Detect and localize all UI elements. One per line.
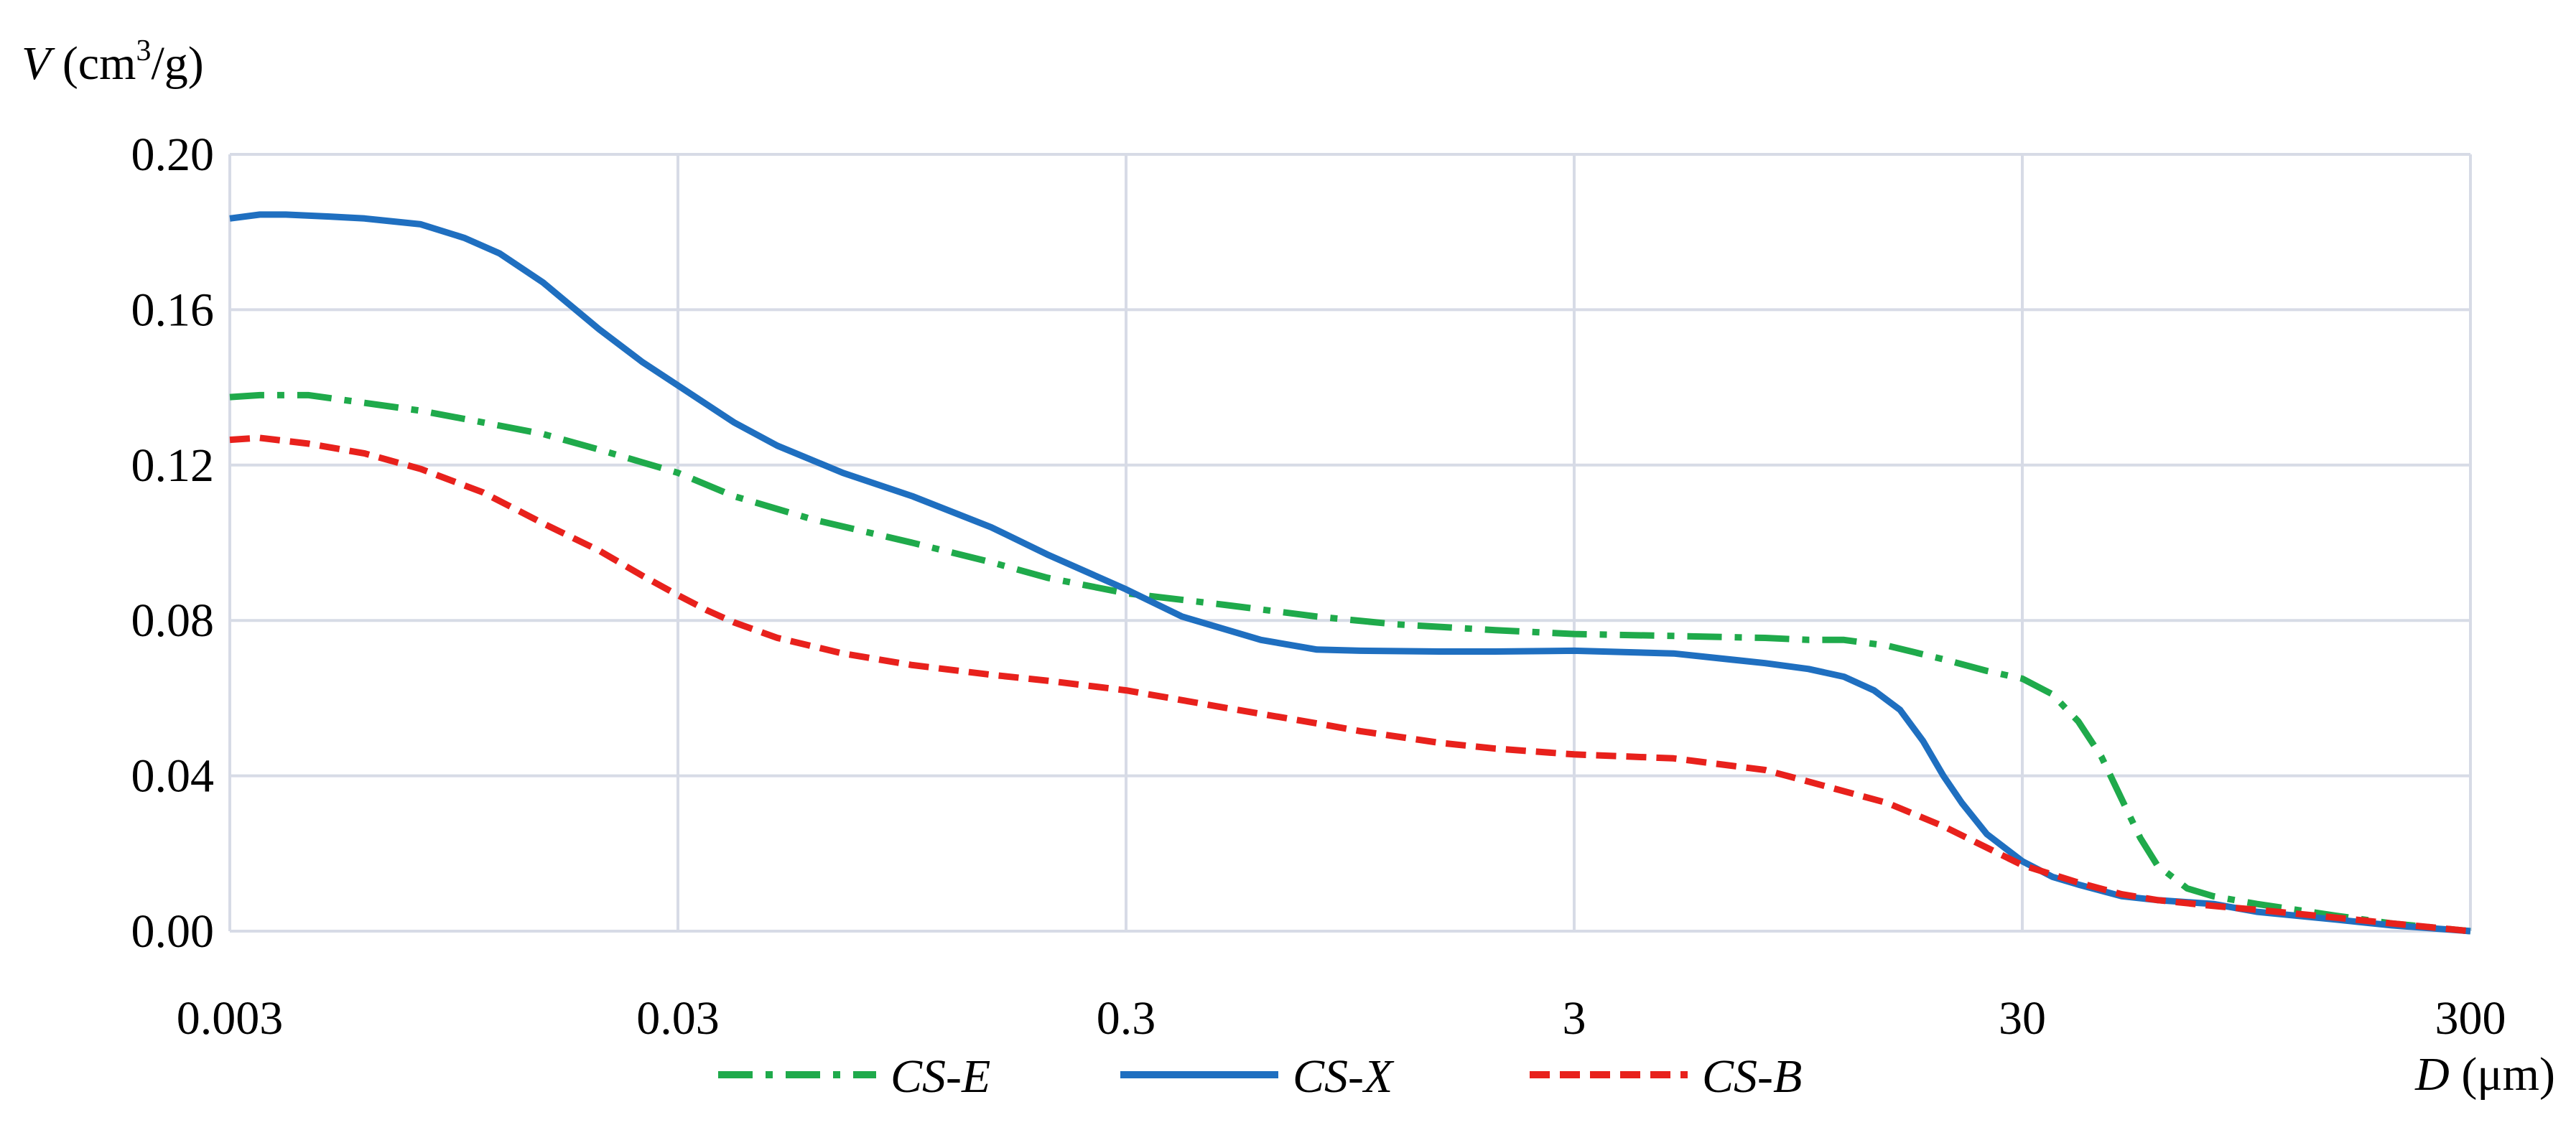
y-axis-label-var: V [22,37,55,90]
legend-label-cs-x: CS-X [1293,1050,1395,1103]
x-axis-label-var: D [2414,1048,2450,1101]
x-tick-label: 30 [1999,992,2046,1045]
x-axis-label: D (μm) [2414,1048,2555,1101]
y-axis-label-unit-post: /g) [151,37,203,90]
x-axis-label-unit: (μm) [2450,1048,2555,1101]
y-tick-label: 0.08 [131,594,215,647]
y-tick-label: 0.12 [131,439,215,492]
y-axis-label-unit-sup: 3 [136,34,151,67]
legend-label-cs-b: CS-B [1702,1050,1802,1103]
x-tick-label: 3 [1563,992,1586,1045]
x-tick-label: 0.3 [1097,992,1156,1045]
series-line-cs-b [229,434,2471,935]
series-lines [229,211,2471,935]
grid [228,153,2472,933]
legend-label-cs-e: CS-E [891,1050,990,1103]
series-line-cs-e [229,391,2471,935]
y-axis-label-unit-pre: (cm [50,37,136,90]
x-tick-label: 0.003 [177,992,284,1045]
legend: CS-E CS-X CS-B [718,1050,1802,1103]
y-tick-label: 0.04 [131,750,215,803]
y-axis-label: V (cm3/g) [22,34,204,90]
x-tick-label: 300 [2435,992,2506,1045]
y-tick-labels: 0.00 0.04 0.08 0.12 0.16 0.20 [131,129,215,958]
x-tick-labels: 0.003 0.03 0.3 3 30 300 [177,992,2506,1045]
y-tick-label: 0.00 [131,905,215,958]
x-tick-label: 0.03 [636,992,720,1045]
y-tick-label: 0.20 [131,129,215,181]
y-tick-label: 0.16 [131,284,215,336]
series-line-cs-x [229,211,2471,935]
